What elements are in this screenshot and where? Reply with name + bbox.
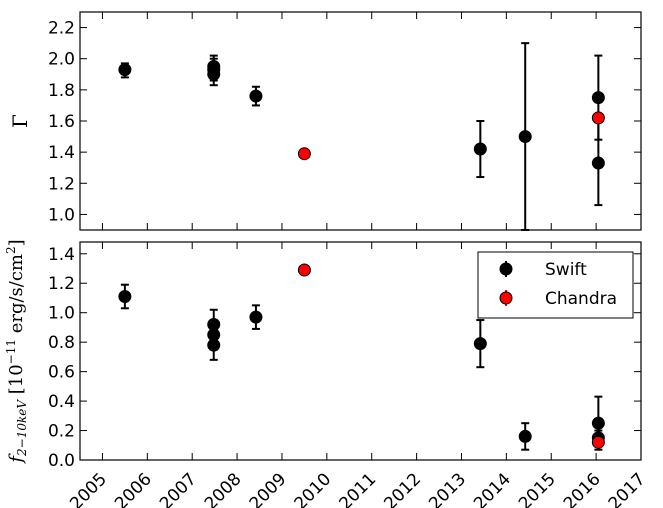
flux-xtick-label: 2016	[560, 469, 605, 508]
flux-xtick-label: 2008	[201, 469, 246, 508]
flux-chandra-point	[297, 263, 311, 277]
gamma-panel: 1.0 1.2 1.4 1.6 1.8 2.0 2.2 Γ	[8, 11, 642, 231]
flux-ytick-label: 0.6	[48, 363, 75, 383]
flux-xtick-label: 2005	[66, 469, 111, 508]
flux-label-sub: 2−10keV	[15, 399, 29, 457]
flux-ytick-label: 0.4	[48, 392, 75, 412]
flux-panel: 2005 2006 2007 2008 2009 2010 2011 2012 2013 2014…	[4, 239, 650, 508]
flux-xtick-label: 2013	[425, 469, 470, 508]
flux-ytick-label: 1.2	[48, 274, 75, 294]
flux-xtick-label: 2015	[515, 469, 560, 508]
legend-entry-chandra: Chandra	[499, 289, 617, 309]
flux-label-units: erg/s/cm	[6, 254, 27, 339]
gamma-swift-point	[118, 63, 132, 77]
flux-ytick-label: 1.4	[48, 245, 75, 265]
flux-swift-point	[473, 337, 487, 351]
gamma-chandra-point	[297, 147, 311, 161]
flux-xtick-label: 2006	[111, 469, 156, 508]
legend-swift-marker	[499, 262, 513, 276]
gamma-ytick-label: 1.2	[48, 174, 75, 194]
flux-panel-frame	[79, 241, 642, 461]
flux-swift-point	[591, 416, 605, 430]
flux-xtick-label: 2017	[605, 469, 650, 508]
flux-axis-label: f2−10keV [10−11 erg/s/cm2]	[4, 239, 29, 464]
gamma-swift-point	[591, 156, 605, 170]
flux-label-exp: −11	[4, 339, 18, 364]
gamma-swift-point	[473, 142, 487, 156]
flux-swift-point	[207, 338, 221, 352]
gamma-ytick-label: 1.8	[48, 81, 75, 101]
flux-swift-point	[118, 290, 132, 303]
flux-xtick-label: 2014	[470, 469, 515, 508]
gamma-swift-point	[591, 91, 605, 105]
flux-swift-point	[249, 310, 263, 324]
gamma-ytick-label: 1.0	[48, 205, 75, 225]
flux-xtick-label: 2012	[380, 469, 425, 508]
gamma-chandra-point	[591, 111, 605, 125]
gamma-ytick-label: 2.2	[48, 19, 75, 39]
gamma-ytick-label: 1.6	[48, 112, 75, 132]
gamma-swift-point	[207, 67, 221, 81]
flux-label-bracket: [10	[6, 364, 27, 400]
flux-xtick-label: 2007	[156, 469, 201, 508]
legend: Swift Chandra	[477, 251, 634, 319]
gamma-swift-point	[249, 89, 263, 103]
gamma-ytick-label: 1.4	[48, 143, 75, 163]
gamma-panel-frame	[79, 11, 642, 231]
flux-ytick-label: 0.0	[48, 451, 75, 471]
flux-xtick-label: 2011	[336, 469, 381, 508]
gamma-axis-label: Γ	[8, 114, 32, 128]
legend-chandra-marker	[499, 291, 513, 305]
gamma-ytick-label: 2.0	[48, 50, 75, 70]
flux-label-units-exp: 2	[4, 246, 18, 254]
legend-swift-label: Swift	[545, 260, 587, 280]
legend-box	[477, 251, 634, 319]
gamma-swift-point	[518, 130, 532, 144]
flux-ytick-label: 0.8	[48, 333, 75, 353]
flux-xtick-label: 2009	[246, 469, 291, 508]
flux-swift-point	[518, 429, 532, 443]
legend-entry-swift: Swift	[499, 260, 587, 280]
flux-ytick-label: 1.0	[48, 304, 75, 324]
flux-ytick-label: 0.2	[48, 422, 75, 442]
flux-xtick-label: 2010	[291, 469, 336, 508]
legend-chandra-label: Chandra	[545, 289, 617, 309]
flux-chandra-point	[591, 435, 605, 449]
flux-label-close: ]	[6, 239, 27, 246]
